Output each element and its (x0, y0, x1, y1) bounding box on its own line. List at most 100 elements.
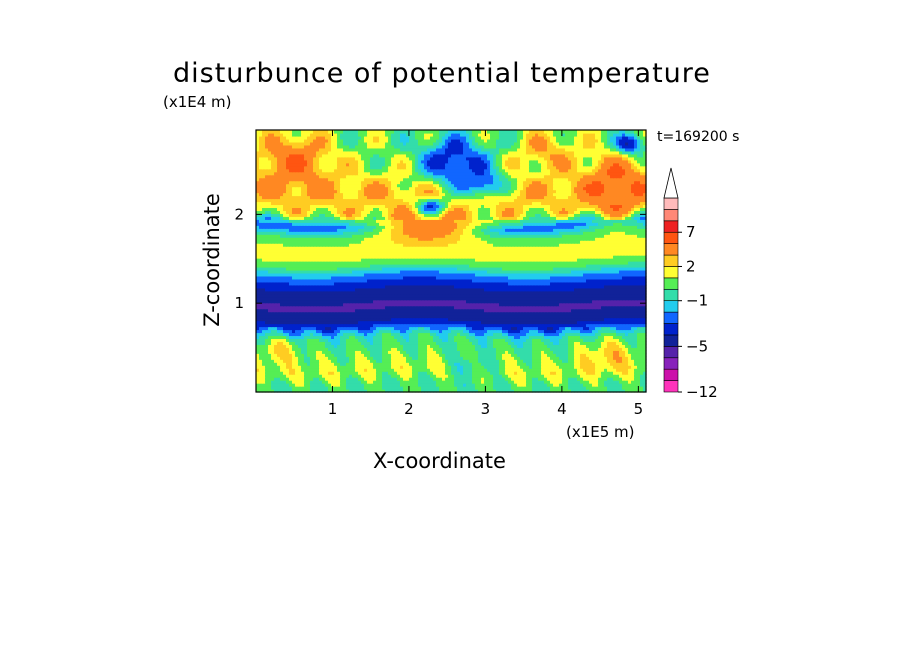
contour-cell (322, 383, 326, 387)
contour-cell (442, 314, 446, 319)
contour-cell (316, 365, 320, 369)
contour-cell (553, 383, 557, 387)
contour-cell (538, 350, 542, 354)
contour-cell (556, 341, 560, 345)
contour-cell (301, 359, 305, 363)
contour-cell (619, 374, 623, 378)
contour-cell (256, 311, 260, 316)
contour-cell (268, 311, 272, 316)
contour-cell (388, 329, 392, 334)
contour-cell (445, 371, 449, 375)
contour-cell (409, 374, 413, 378)
contour-cell (643, 344, 647, 348)
contour-cell (472, 368, 476, 372)
contour-cell (601, 365, 605, 369)
contour-cell (262, 356, 266, 360)
contour-cell (331, 377, 335, 381)
contour-cell (478, 344, 482, 348)
contour-cell (514, 359, 518, 363)
contour-cell (457, 341, 461, 345)
contour-cell (484, 380, 488, 384)
contour-cell (526, 383, 530, 387)
contour-cell (388, 377, 392, 381)
contour-cell (613, 353, 617, 357)
contour-cell (574, 368, 578, 372)
contour-cell (634, 362, 638, 366)
contour-cell (523, 344, 527, 348)
contour-cell (319, 296, 323, 301)
contour-cell (397, 311, 401, 316)
contour-cell (445, 377, 449, 381)
contour-cell (259, 326, 263, 331)
contour-cell (616, 380, 620, 384)
contour-cell (502, 362, 506, 366)
contour-cell (427, 356, 431, 360)
contour-cell (607, 389, 611, 393)
contour-cell (412, 329, 416, 334)
contour-cell (358, 299, 362, 304)
contour-cell (514, 329, 518, 334)
contour-cell (265, 389, 269, 393)
contour-cell (469, 356, 473, 360)
contour-cell (394, 341, 398, 345)
contour-cell (403, 350, 407, 354)
contour-cell (442, 329, 446, 334)
contour-cell (286, 368, 290, 372)
contour-cell (376, 311, 380, 316)
contour-cell (340, 326, 344, 331)
contour-cell (517, 347, 521, 351)
contour-cell (346, 329, 350, 334)
contour-cell (439, 323, 443, 328)
contour-cell (406, 344, 410, 348)
contour-cell (340, 296, 344, 301)
contour-cell (265, 353, 269, 357)
contour-cell (598, 305, 602, 310)
contour-cell (598, 377, 602, 381)
contour-cell (601, 377, 605, 381)
contour-cell (316, 296, 320, 301)
contour-cell (292, 389, 296, 393)
contour-cell (310, 365, 314, 369)
contour-cell (301, 341, 305, 345)
contour-cell (523, 311, 527, 316)
contour-cell (604, 305, 608, 310)
contour-cell (583, 383, 587, 387)
contour-cell (277, 389, 281, 393)
contour-cell (328, 386, 332, 390)
contour-cell (643, 389, 647, 393)
contour-cell (370, 353, 374, 357)
contour-cell (613, 335, 617, 340)
contour-cell (541, 344, 545, 348)
contour-cell (529, 362, 533, 366)
contour-cell (493, 338, 497, 342)
contour-cell (529, 368, 533, 372)
contour-cell (418, 320, 422, 325)
contour-cell (526, 341, 530, 345)
contour-cell (463, 308, 467, 313)
contour-cell (307, 296, 311, 301)
contour-cell (256, 368, 260, 372)
contour-cell (325, 299, 329, 304)
contour-cell (466, 302, 470, 307)
contour-cell (556, 326, 560, 331)
contour-cell (403, 341, 407, 345)
contour-cell (337, 326, 341, 331)
contour-cell (388, 338, 392, 342)
contour-cell (607, 386, 611, 390)
contour-cell (400, 335, 404, 340)
contour-cell (394, 302, 398, 307)
contour-cell (469, 299, 473, 304)
contour-cell (607, 308, 611, 313)
contour-cell (385, 296, 389, 301)
contour-cell (574, 299, 578, 304)
contour-cell (622, 362, 626, 366)
contour-cell (409, 308, 413, 313)
contour-cell (424, 296, 428, 301)
contour-cell (505, 368, 509, 372)
contour-cell (340, 383, 344, 387)
contour-cell (256, 329, 260, 334)
contour-cell (346, 344, 350, 348)
contour-cell (316, 344, 320, 348)
contour-cell (313, 374, 317, 378)
contour-cell (592, 365, 596, 369)
